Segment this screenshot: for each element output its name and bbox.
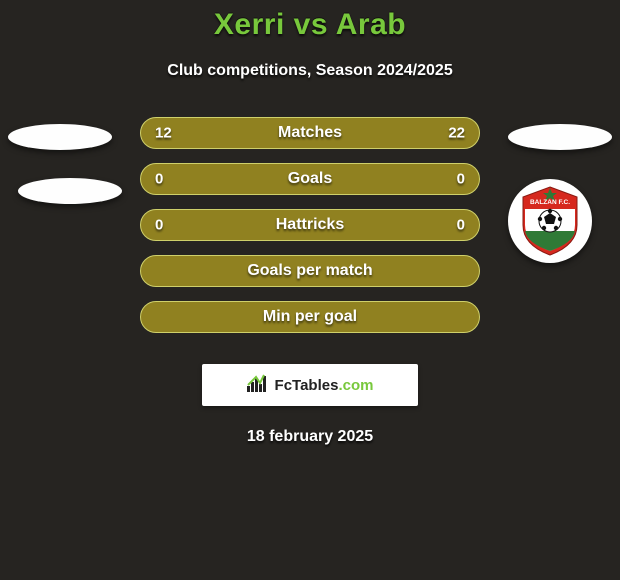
- stat-bar: Matches 12 22: [140, 117, 480, 149]
- player-badge-right-1: [508, 124, 612, 150]
- stat-bar: Goals per match: [140, 255, 480, 287]
- stat-value-right: 0: [457, 171, 465, 188]
- stat-bar: Hattricks 0 0: [140, 209, 480, 241]
- stat-row: Min per goal: [0, 294, 620, 340]
- stat-value-right: 22: [448, 125, 465, 142]
- stat-bar: Min per goal: [140, 301, 480, 333]
- svg-text:BALZAN F.C.: BALZAN F.C.: [530, 199, 570, 206]
- site-logo: FcTables.com: [202, 364, 418, 406]
- shield-icon: BALZAN F.C.: [519, 185, 581, 257]
- club-crest: BALZAN F.C.: [508, 179, 592, 263]
- subtitle: Club competitions, Season 2024/2025: [167, 62, 452, 80]
- logo-text: FcTables.com: [275, 377, 374, 394]
- stat-value-left: 12: [155, 125, 172, 142]
- stat-value-right: 0: [457, 217, 465, 234]
- stat-value-left: 0: [155, 171, 163, 188]
- logo-brand: FcTables: [275, 377, 339, 394]
- stat-label: Min per goal: [263, 308, 357, 326]
- player-badge-left-1: [8, 124, 112, 150]
- stat-label: Hattricks: [276, 216, 344, 234]
- player-badge-left-2: [18, 178, 122, 204]
- page-title: Xerri vs Arab: [214, 8, 406, 42]
- date-label: 18 february 2025: [247, 428, 373, 446]
- chart-icon: [247, 374, 269, 397]
- stat-label: Goals per match: [247, 262, 372, 280]
- logo-suffix: .com: [338, 377, 373, 394]
- stat-value-left: 0: [155, 217, 163, 234]
- stat-bar: Goals 0 0: [140, 163, 480, 195]
- stat-label: Matches: [278, 124, 342, 142]
- stat-label: Goals: [288, 170, 332, 188]
